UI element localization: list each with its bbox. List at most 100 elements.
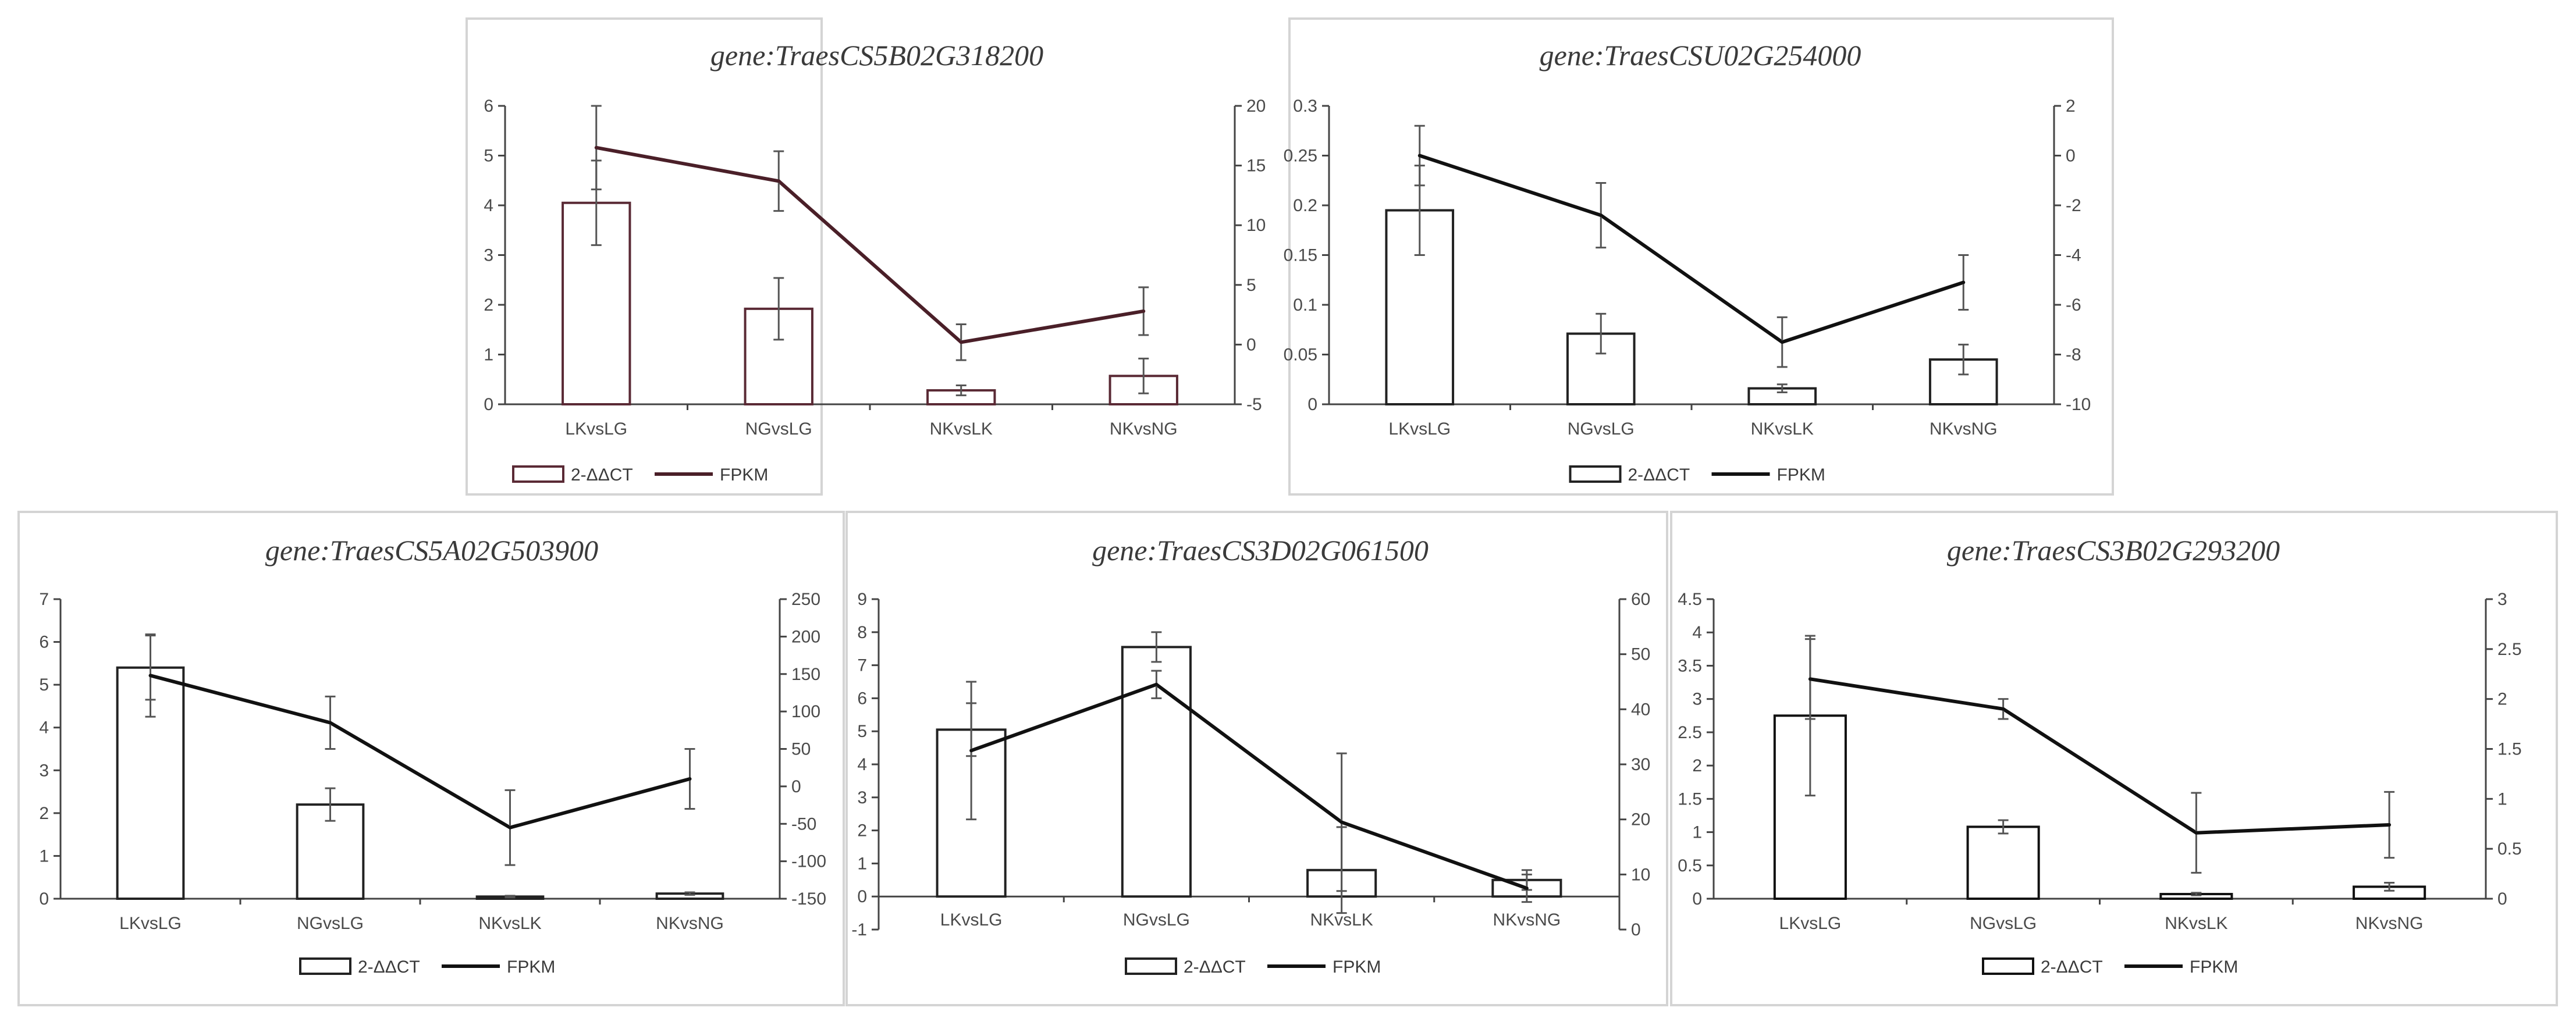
chart-title: gene:TraesCS5A02G503900 <box>265 534 598 567</box>
left-tick-label: 1 <box>39 846 49 866</box>
left-tick-label: 6 <box>484 97 493 116</box>
legend-label-fpkm: FPKM <box>2190 957 2238 977</box>
category-label: NKvsLK <box>1751 419 1814 439</box>
left-tick-label: 8 <box>857 623 867 642</box>
category-label: LKvsLG <box>1388 419 1451 439</box>
right-tick-label: 0 <box>2497 889 2507 909</box>
left-tick-label: 2 <box>857 821 867 841</box>
left-tick-label: 6 <box>39 633 49 652</box>
fpkm-point <box>1525 887 1529 890</box>
left-tick-label: 7 <box>857 656 867 675</box>
category-label: NKvsLK <box>478 914 541 933</box>
category-label: NKvsNG <box>1493 910 1561 930</box>
panel-frame <box>466 17 823 496</box>
right-tick-label: -150 <box>791 889 826 909</box>
right-tick-label: 100 <box>791 702 820 721</box>
fpkm-line <box>1419 154 1964 344</box>
right-tick-label: 10 <box>1631 865 1650 884</box>
right-tick-label: 10 <box>1246 216 1266 235</box>
category-label: NKvsNG <box>1110 419 1178 439</box>
left-tick-label: 0.05 <box>1284 346 1317 365</box>
right-tick-label: 250 <box>791 590 820 609</box>
fpkm-line <box>596 145 1144 344</box>
legend-bar-swatch <box>512 465 564 483</box>
fpkm-point <box>1154 682 1159 686</box>
right-tick-label: -5 <box>1246 395 1262 414</box>
right-tick-label: -100 <box>791 852 826 871</box>
left-tick-label: 0.3 <box>1293 97 1317 116</box>
fpkm-line <box>150 674 691 829</box>
left-tick-label: 1 <box>1692 823 1702 842</box>
fpkm-point <box>1808 677 1812 681</box>
right-tick-label: 2.5 <box>2497 640 2522 659</box>
right-tick-label: 60 <box>1631 590 1650 609</box>
left-tick-label: 5 <box>484 147 493 166</box>
fpkm-point <box>688 777 692 781</box>
legend-label-2ddct: 2-ΔΔCT <box>1628 465 1690 485</box>
right-tick-label: 200 <box>791 627 820 646</box>
right-tick-label: 20 <box>1246 97 1266 116</box>
left-tick-label: 4 <box>484 196 493 215</box>
fpkm-point <box>959 340 963 344</box>
legend-label-fpkm: FPKM <box>1777 465 1825 485</box>
left-tick-label: 1 <box>857 854 867 873</box>
right-tick-label: -6 <box>2066 296 2081 315</box>
left-tick-label: 2 <box>484 296 493 315</box>
left-tick-label: 0 <box>1307 395 1317 414</box>
right-tick-label: -8 <box>2066 346 2081 365</box>
right-tick-label: -10 <box>2066 395 2091 414</box>
left-tick-label: 0.15 <box>1284 246 1317 265</box>
right-tick-label: 0 <box>791 777 801 796</box>
chart-panel-5: gene:TraesCS3B02G293200 0 0.5 1 1.5 2 2.5 3 3.5 4… <box>1670 511 2558 1006</box>
right-tick-label: 150 <box>791 665 820 684</box>
right-tick-label: 5 <box>1246 276 1256 295</box>
left-tick-label: 3 <box>1692 690 1702 709</box>
chart-title: gene:TraesCS3D02G061500 <box>1092 534 1429 567</box>
right-tick-label: 2 <box>2066 97 2076 116</box>
right-tick-label: 30 <box>1631 755 1650 774</box>
left-tick-label: 0 <box>1692 889 1702 909</box>
right-tick-label: 0 <box>2066 147 2076 166</box>
left-tick-label: 0 <box>39 889 49 909</box>
legend-label-2ddct: 2-ΔΔCT <box>1184 957 1246 977</box>
right-tick-label: 0 <box>1246 335 1256 354</box>
left-tick-label: 1 <box>484 346 493 365</box>
right-tick-label: 2 <box>2497 690 2507 709</box>
category-label: NKvsNG <box>2355 914 2424 933</box>
left-tick-label: 3.5 <box>1678 656 1702 675</box>
fpkm-point <box>508 825 512 829</box>
legend-bar-swatch <box>1982 957 2034 975</box>
chart-title: gene:TraesCSU02G254000 <box>1540 39 1861 72</box>
fpkm-point <box>969 749 973 753</box>
fpkm-point <box>1339 820 1344 824</box>
right-tick-label: 0.5 <box>2497 839 2522 859</box>
fpkm-point <box>328 721 332 725</box>
legend-bar-swatch <box>1125 957 1177 975</box>
right-tick-label: -50 <box>791 814 816 834</box>
left-tick-label: 4 <box>39 718 49 738</box>
left-tick-label: 4 <box>857 755 867 774</box>
fpkm-point <box>594 145 598 149</box>
left-tick-label: 7 <box>39 590 49 609</box>
left-tick-label: 2 <box>39 804 49 823</box>
category-label: NGvsLG <box>1970 914 2037 933</box>
chart-panel-1: gene:TraesCS5B02G318200 0 1 2 3 4 5 6 -5 0 5 10 15 20… <box>466 17 1266 496</box>
left-tick-label: 0.5 <box>1678 856 1702 875</box>
left-tick-label: 6 <box>857 689 867 708</box>
left-tick-label: 1.5 <box>1678 789 1702 809</box>
legend-label-2ddct: 2-ΔΔCT <box>2041 957 2103 977</box>
category-label: NGvsLG <box>1123 910 1190 930</box>
fpkm-point <box>2194 831 2198 835</box>
category-label: LKvsLG <box>1779 914 1842 933</box>
fpkm-point <box>1142 309 1146 313</box>
category-label: NGvsLG <box>297 914 364 933</box>
right-tick-label: 15 <box>1246 156 1266 176</box>
left-tick-label: 0 <box>484 395 493 414</box>
left-tick-label: 0.25 <box>1284 147 1317 166</box>
legend-label-fpkm: FPKM <box>1333 957 1381 977</box>
legend-label-2ddct: 2-ΔΔCT <box>571 465 633 485</box>
chart-panel-4: gene:TraesCS3D02G061500 -1 0 1 2 3 4 5 6 7 8 9 0 10 20… <box>845 511 1668 1006</box>
left-tick-label: 3 <box>484 246 493 265</box>
category-label: NGvsLG <box>745 419 812 439</box>
category-label: NKvsNG <box>656 914 724 933</box>
